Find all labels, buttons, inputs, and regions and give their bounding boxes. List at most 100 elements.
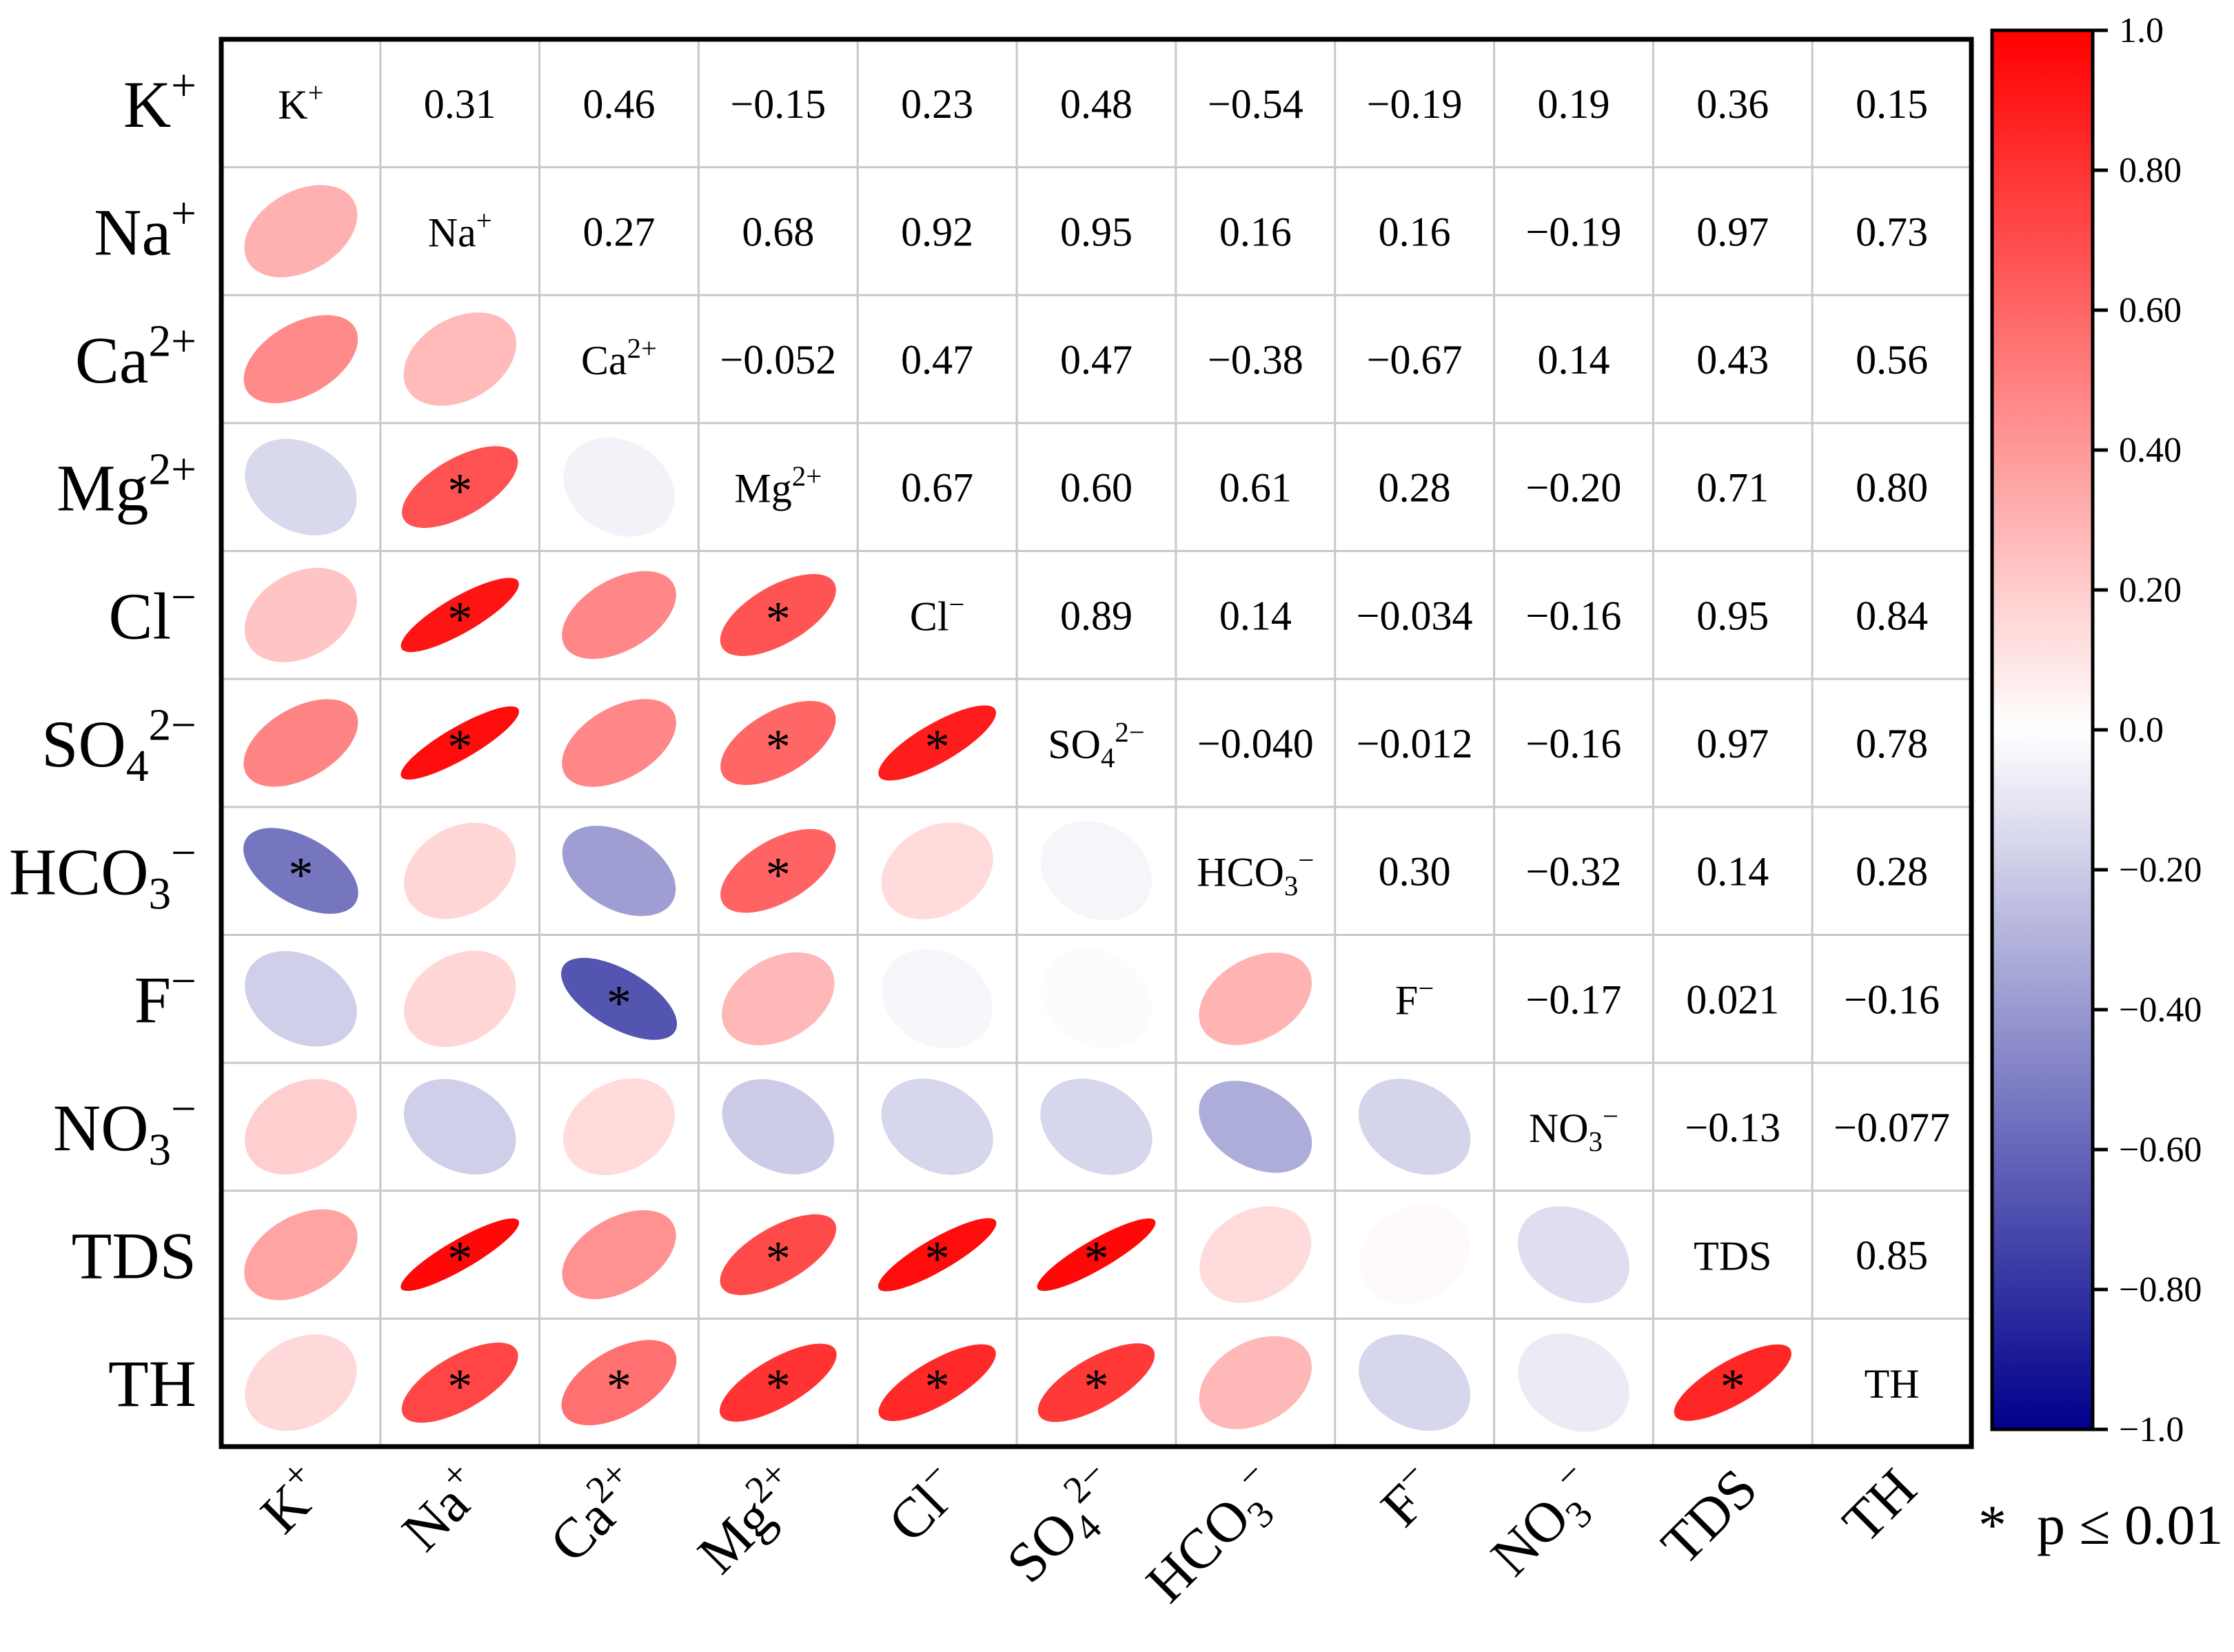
row-label-k: K+ <box>123 61 196 141</box>
significance-star: * <box>447 1359 472 1414</box>
correlation-value: 0.89 <box>1060 593 1133 638</box>
correlation-value: 0.95 <box>1696 593 1769 638</box>
row-label-so4: SO42− <box>41 701 196 792</box>
correlation-value: 0.47 <box>1060 337 1133 383</box>
correlation-value: 0.43 <box>1696 337 1769 383</box>
correlation-ellipse <box>401 1343 518 1423</box>
correlation-value: −0.034 <box>1357 593 1473 638</box>
correlation-value: 0.36 <box>1696 81 1769 127</box>
correlation-ellipse <box>244 567 357 662</box>
significance-star: * <box>447 1232 472 1287</box>
diagonal-label-na: Na+ <box>428 205 492 255</box>
correlation-ellipse <box>563 1078 676 1176</box>
correlation-ellipse <box>563 437 675 537</box>
diagonal-label-superscript: − <box>949 589 965 620</box>
correlation-value: 0.021 <box>1686 977 1779 1022</box>
diagonal-label-superscript: + <box>476 205 492 236</box>
column-label-group: SO42− <box>991 1452 1139 1601</box>
significance-star: * <box>1084 1359 1109 1414</box>
diagonal-label-th: TH <box>1865 1361 1920 1407</box>
column-label-na: Na+ <box>385 1452 496 1562</box>
column-label-group: Cl− <box>872 1452 974 1554</box>
correlation-value: 0.67 <box>901 465 973 511</box>
diagonal-label-no3: NO3− <box>1529 1101 1618 1157</box>
colorbar-tick-label: −0.20 <box>2119 850 2202 890</box>
correlation-value: −0.012 <box>1357 721 1473 766</box>
correlation-ellipse <box>245 1079 357 1175</box>
correlation-ellipse <box>402 446 518 529</box>
row-label-superscript: 2+ <box>149 445 196 494</box>
diagonal-label-hco3: HCO3− <box>1197 845 1314 901</box>
colorbar: 1.0 0.80 0.60 0.40 0.20 0.0 −0.20 −0.40 −0.60 −0.… <box>1990 11 2202 1449</box>
correlation-ellipse <box>403 1079 516 1175</box>
diagonal-label-so4: SO42− <box>1048 717 1145 773</box>
significance-star: * <box>925 1359 950 1414</box>
correlation-value: 0.30 <box>1379 849 1451 895</box>
diagonal-label-tds: TDS <box>1694 1234 1771 1279</box>
correlation-ellipse <box>882 949 993 1049</box>
correlation-value: 0.46 <box>583 81 656 127</box>
correlation-value: 0.80 <box>1856 465 1928 511</box>
correlation-ellipse <box>720 700 836 786</box>
correlation-value: −0.040 <box>1197 721 1314 766</box>
correlation-ellipse <box>1518 1333 1629 1432</box>
correlation-ellipse <box>1037 1218 1156 1292</box>
correlation-ellipse <box>561 957 678 1040</box>
row-label-mg: Mg2+ <box>57 445 196 524</box>
correlation-value: −0.20 <box>1526 465 1622 511</box>
correlation-ellipse <box>400 1218 520 1292</box>
diagonal-label-subscript: 3 <box>1284 870 1298 901</box>
correlation-value: 0.19 <box>1537 81 1610 127</box>
correlation-ellipse <box>243 828 358 914</box>
correlation-value: 0.95 <box>1060 209 1133 254</box>
correlation-value: 0.56 <box>1856 337 1928 383</box>
correlation-ellipse <box>1041 948 1152 1049</box>
correlation-ellipse <box>404 950 516 1048</box>
correlation-ellipse <box>1359 1205 1470 1305</box>
column-label-superscript: + <box>273 1452 318 1498</box>
correlation-value: 0.92 <box>901 209 973 254</box>
row-label-th: TH <box>108 1347 196 1420</box>
correlation-ellipse <box>881 822 993 919</box>
diagonal-label-ca: Ca2+ <box>581 333 657 383</box>
correlation-ellipse <box>561 1340 677 1426</box>
column-label-group: NO3− <box>1474 1452 1616 1593</box>
column-label-subscript: 4 <box>1066 1506 1110 1550</box>
significance-star: * <box>288 848 313 903</box>
correlation-ellipse <box>878 705 997 781</box>
correlation-value: 0.31 <box>424 81 496 127</box>
correlation-ellipse <box>1199 1206 1312 1303</box>
significance-star: * <box>447 720 472 775</box>
row-label-superscript: − <box>171 828 196 878</box>
diagonal-label-subscript: 4 <box>1101 742 1115 773</box>
correlation-ellipse <box>243 315 358 404</box>
significance-star: * <box>766 1232 791 1287</box>
diagonal-label-superscript: − <box>1298 845 1314 876</box>
correlation-value: −0.077 <box>1834 1105 1950 1150</box>
correlation-ellipse <box>720 1214 837 1296</box>
column-label-superscript: 2+ <box>578 1452 637 1511</box>
correlation-ellipse <box>244 185 358 278</box>
column-label-group: HCO3− <box>1130 1452 1298 1620</box>
correlation-ellipse <box>720 1343 837 1422</box>
correlation-value: 0.23 <box>901 81 973 127</box>
row-label-superscript: − <box>171 573 196 622</box>
correlation-value: 0.97 <box>1696 209 1769 254</box>
significance-star: * <box>766 591 791 646</box>
colorbar-tick-label: 0.40 <box>2119 431 2182 470</box>
correlation-value: 0.73 <box>1856 209 1928 254</box>
correlation-value: 0.60 <box>1060 465 1133 511</box>
correlation-ellipse <box>562 1210 676 1300</box>
correlation-value: −0.38 <box>1208 337 1303 383</box>
column-label-superscript: − <box>1228 1452 1273 1498</box>
significance-star: * <box>607 1359 631 1414</box>
column-label-mg: Mg2+ <box>682 1452 815 1585</box>
colorbar-tick-label: 1.0 <box>2119 11 2164 50</box>
column-label-group: Mg2+ <box>682 1452 815 1585</box>
significance-star: * <box>925 1232 950 1287</box>
row-label-f: F− <box>134 957 196 1037</box>
column-label-k: K+ <box>244 1452 337 1545</box>
significance-star: * <box>925 720 950 775</box>
column-label-f: F− <box>1365 1452 1451 1538</box>
correlation-ellipse <box>244 1209 358 1301</box>
